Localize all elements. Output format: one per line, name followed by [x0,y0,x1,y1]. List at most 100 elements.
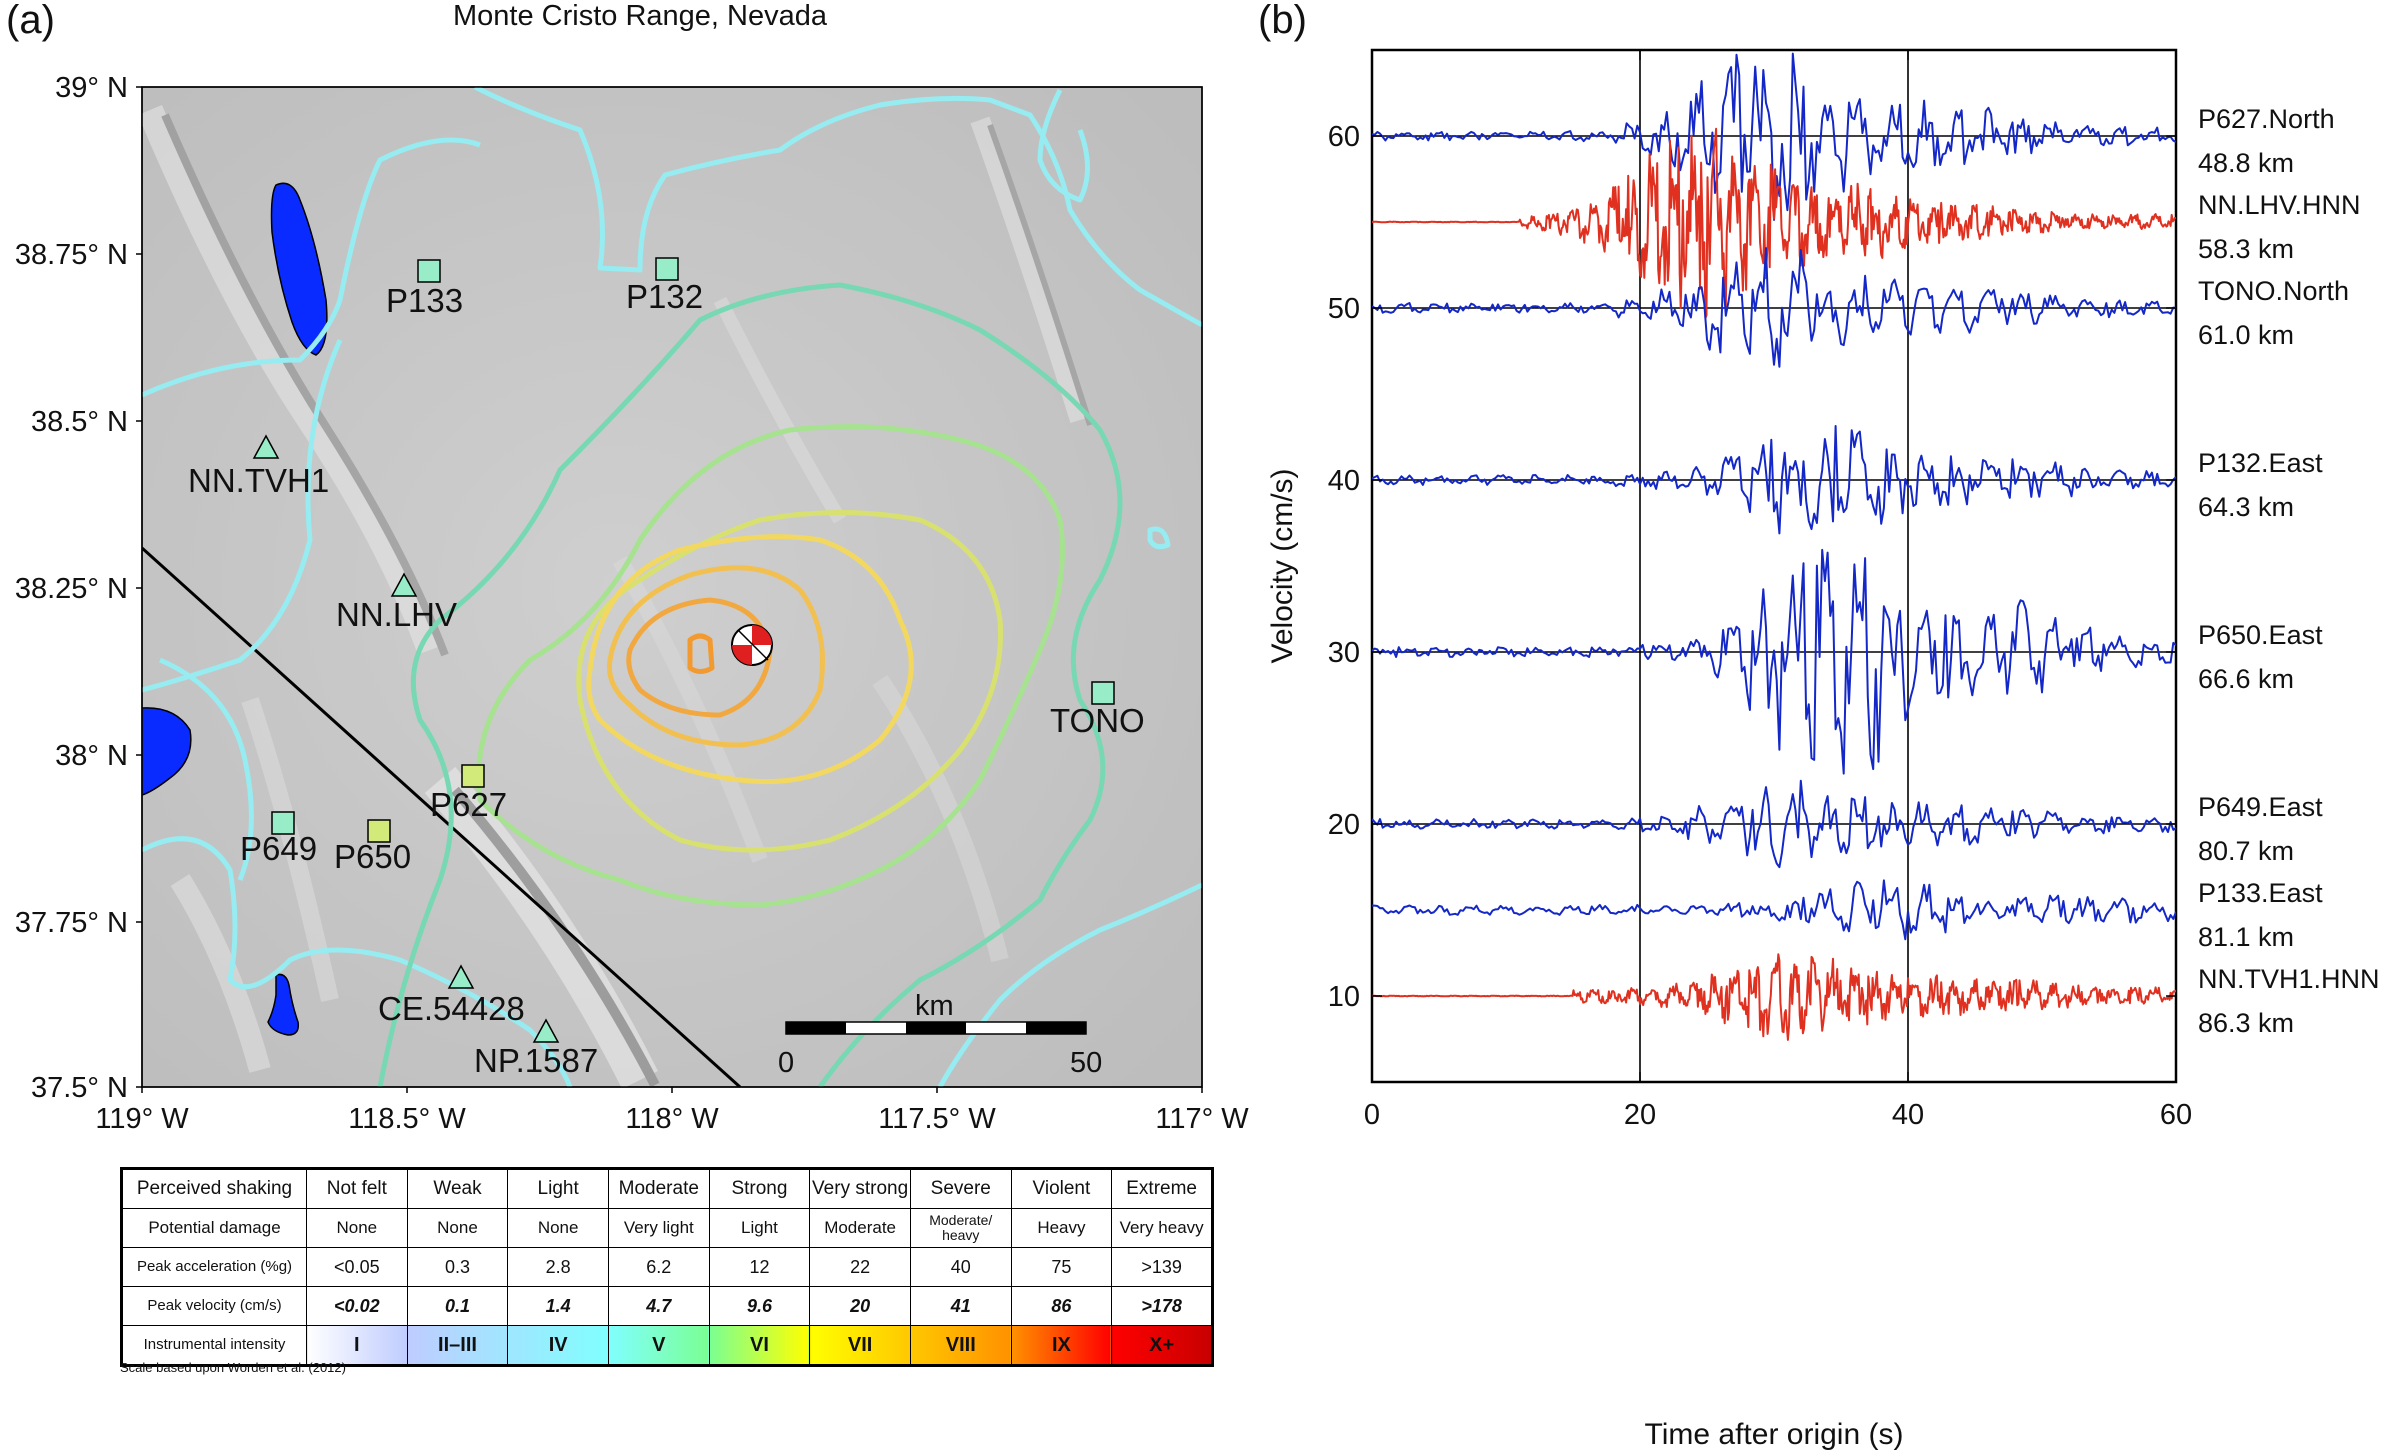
table-cell: II–III [406,1325,509,1366]
table-cell: 4.7 [607,1286,710,1326]
table-cell: VI [708,1325,811,1366]
table-row: Instrumental intensity I II–III IV V VI VII VII… [121,1325,1213,1366]
table-cell: None [507,1208,609,1248]
trace-distance: 81.1 km [2198,922,2294,952]
scale-unit: km [915,990,954,1022]
table-row: Peak velocity (cm/s) <0.02 0.1 1.4 4.7 9.6 20 4… [121,1286,1213,1326]
table-cell: Violent [1010,1168,1113,1209]
contour-iv-lobe [159,657,254,881]
contour-iv-north [473,87,1202,328]
table-cell: IV [507,1325,609,1366]
trace-name: NN.LHV.HNN [2198,190,2361,220]
lat-tick-label: 37.5° N [31,1072,128,1104]
table-cell: 2.8 [507,1247,609,1287]
trace-line [1372,52,2176,221]
lon-tick-label: 119° W [95,1103,189,1135]
lake-walker [270,182,328,356]
table-cell: <0.05 [306,1247,408,1287]
lat-axis [136,86,142,1088]
table-cell: Light [507,1168,609,1209]
station-label: P649 [240,830,317,867]
trace-distance: 66.6 km [2198,664,2294,694]
lon-axis [141,1087,1203,1093]
contour-iv-ring [142,338,343,693]
table-cell: <0.02 [306,1286,408,1326]
table-cell: Moderate [607,1168,710,1209]
table-cell: I [306,1325,408,1366]
intensity-contours [142,87,1202,1087]
station-ce-54428 [447,964,475,989]
table-cell: VIII [909,1325,1012,1366]
table-cell: Very light [607,1208,710,1248]
trace-line [1372,953,2176,1041]
fault-line [142,546,742,1087]
seismogram-panel: 0 20 40 60 10 20 30 40 50 60 P627.North 48.8 km NN… [1266,48,2380,1451]
contour-iv-dot [1147,526,1171,550]
lat-labels: 39° N 38.75° N 38.5° N 38.25° N 38° N 37… [15,72,128,1104]
scale-bar: km 0 50 [778,990,1102,1079]
table-cell: Strong [708,1168,811,1209]
trace-line [1372,548,2176,775]
trace-name: P650.East [2198,620,2323,650]
table-cell: Not felt [306,1168,408,1209]
y-tick-label: 10 [1328,981,1360,1013]
table-cell: Light [708,1208,811,1248]
table-cell: Moderate [809,1208,911,1248]
station-p627 [461,764,485,788]
scale-min: 0 [778,1047,794,1079]
lat-tick-label: 38.5° N [31,406,128,438]
table-cell: 86 [1010,1286,1113,1326]
table-cell: 22 [809,1247,911,1287]
trace-distance: 86.3 km [2198,1008,2294,1038]
trace-line [1372,247,2176,368]
lat-tick-label: 38.75° N [15,239,128,271]
table-row: Potential damage None None None Very light Li… [121,1208,1213,1248]
row-header: Peak velocity (cm/s) [121,1286,307,1326]
y-axis-title: Velocity (cm/s) [1266,468,1299,663]
trace-distance: 48.8 km [2198,148,2294,178]
trace-name: NN.TVH1.HNN [2198,964,2380,994]
table-cell: 75 [1010,1247,1113,1287]
x-tick-label: 20 [1624,1099,1656,1131]
lat-tick-label: 39° N [55,72,128,104]
table-cell: 41 [909,1286,1012,1326]
station-label: P133 [386,282,463,319]
row-header: Peak acceleration (%g) [121,1247,307,1287]
trace-name: P132.East [2198,448,2323,478]
row-header: Perceived shaking [121,1168,307,1209]
station-p133 [417,259,441,283]
contour-vi [476,424,1065,908]
row-header: Potential damage [121,1208,307,1248]
station-label: P650 [334,838,411,875]
contour-x [626,597,773,718]
lat-tick-label: 38.25° N [15,573,128,605]
contour-xi [687,633,715,674]
table-cell: 6.2 [607,1247,710,1287]
lat-tick-label: 38° N [55,740,128,772]
table-cell: None [306,1208,408,1248]
station-label: NP.1587 [474,1042,598,1079]
station-label: NN.TVH1 [188,462,329,499]
table-cell: 0.1 [406,1286,509,1326]
table-cell: 1.4 [507,1286,609,1326]
table-cell: VII [809,1325,911,1366]
station-label: NN.LHV [336,596,457,633]
y-tick-label: 30 [1328,637,1360,669]
trace-distance: 64.3 km [2198,492,2294,522]
table-cell: 20 [809,1286,911,1326]
table-cell: V [607,1325,710,1366]
table-cell: >178 [1111,1286,1213,1326]
station-p649 [271,811,295,835]
station-tono [1091,681,1115,705]
station-label: P132 [626,278,703,315]
station-label: CE.54428 [378,990,525,1027]
x-tick-label: 40 [1892,1099,1924,1131]
table-cell: 9.6 [708,1286,811,1326]
table-cell: None [406,1208,509,1248]
trace-line [1372,879,2176,941]
panel-label-a: (a) [6,0,55,42]
table-row: Peak acceleration (%g) <0.05 0.3 2.8 6.2 12 22… [121,1247,1213,1287]
lon-tick-label: 117.5° W [878,1103,996,1135]
table-cell: Very strong [809,1168,911,1209]
